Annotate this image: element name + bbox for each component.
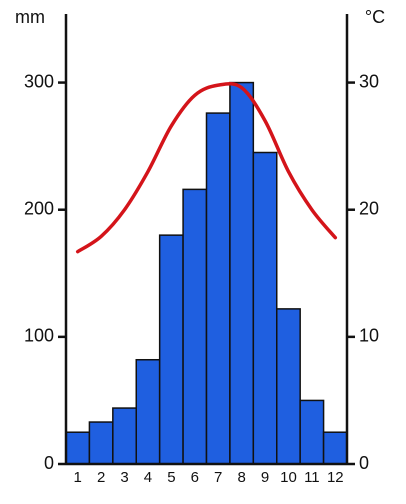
x-tick-label: 2 (97, 469, 105, 486)
y2-tick-label: 0 (359, 453, 369, 473)
bar (112, 407, 138, 465)
bar (322, 431, 348, 465)
x-tick-label: 4 (144, 469, 152, 486)
x-tick-label: 11 (304, 469, 320, 486)
bar (252, 151, 278, 465)
bar (135, 358, 161, 465)
x-tick-label: 9 (261, 469, 269, 486)
y-tick-label: 200 (24, 198, 54, 218)
bar (229, 81, 255, 465)
temperature-line (75, 81, 338, 254)
bar (205, 112, 231, 465)
y-tick-label: 300 (24, 71, 54, 91)
x-tick-label: 6 (191, 469, 199, 486)
bar (276, 308, 301, 465)
plot (65, 81, 348, 465)
x-tick-label: 8 (237, 469, 245, 486)
y2-axis-label: °C (365, 7, 385, 27)
x-tick-label: 12 (327, 469, 344, 486)
y2-tick-label: 20 (359, 198, 379, 218)
y-axis-label: mm (15, 7, 45, 27)
bar (88, 421, 114, 465)
bar (182, 188, 208, 465)
y2-tick-label: 10 (359, 326, 379, 346)
y-tick-label: 0 (44, 453, 54, 473)
y-tick-label: 100 (24, 326, 54, 346)
bar (158, 234, 184, 465)
x-tick-label: 5 (167, 469, 175, 486)
bar (65, 431, 91, 465)
x-tick-label: 7 (214, 469, 222, 486)
bar (299, 399, 325, 465)
y2-tick-label: 30 (359, 71, 379, 91)
x-tick-label: 1 (74, 469, 82, 486)
x-tick-label: 10 (280, 469, 297, 486)
x-tick-label: 3 (120, 469, 128, 486)
